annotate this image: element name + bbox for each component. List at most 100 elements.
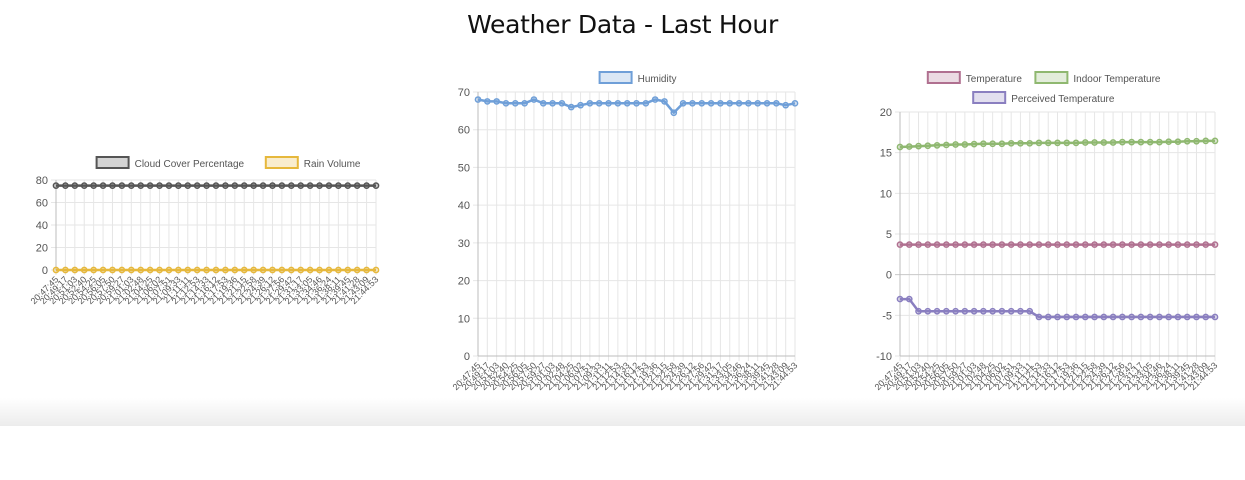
legend-label: Rain Volume	[304, 159, 361, 170]
data-point	[1091, 313, 1098, 321]
data-point	[231, 182, 239, 189]
y-tick-label: 30	[458, 238, 470, 250]
data-point	[62, 182, 69, 189]
data-point	[961, 307, 969, 315]
data-point	[1193, 137, 1200, 145]
data-point	[896, 241, 904, 248]
data-point	[905, 143, 913, 150]
data-point	[1137, 313, 1145, 321]
data-point	[99, 182, 107, 189]
data-point	[1165, 241, 1173, 248]
data-point	[297, 266, 305, 274]
data-point	[165, 266, 173, 274]
data-point	[184, 182, 192, 189]
data-point	[1146, 241, 1154, 248]
data-point	[306, 182, 314, 189]
data-point	[745, 99, 752, 107]
y-tick-label: 20	[36, 243, 48, 255]
data-point	[297, 182, 305, 189]
data-point	[1119, 313, 1126, 321]
data-point	[493, 98, 500, 105]
data-point	[1063, 313, 1071, 321]
y-tick-label: 20	[880, 107, 892, 119]
data-point	[52, 182, 60, 189]
data-point	[1072, 241, 1080, 248]
data-point	[915, 241, 922, 248]
y-tick-label: 60	[458, 125, 470, 137]
data-point	[1156, 138, 1163, 146]
data-point	[137, 266, 145, 274]
data-point	[1128, 313, 1135, 321]
data-point	[1156, 313, 1163, 321]
data-point	[1211, 313, 1219, 321]
data-point	[905, 295, 913, 303]
data-point	[483, 98, 491, 105]
data-point	[137, 182, 145, 189]
data-point	[1100, 139, 1108, 146]
data-point	[184, 266, 192, 274]
data-point	[118, 266, 126, 274]
data-point	[989, 241, 996, 248]
legend-label: Indoor Temperature	[1073, 74, 1161, 85]
y-tick-label: 10	[458, 313, 470, 325]
data-point	[980, 307, 987, 315]
data-point	[942, 141, 950, 149]
data-point	[933, 307, 941, 315]
data-point	[717, 99, 724, 107]
data-point	[735, 99, 743, 107]
data-point	[952, 241, 959, 248]
data-point	[259, 266, 267, 274]
data-point	[250, 182, 257, 189]
data-point	[1035, 313, 1043, 321]
data-point	[306, 266, 314, 274]
data-point	[924, 241, 932, 248]
data-point	[915, 142, 922, 150]
data-point	[1146, 313, 1154, 321]
data-point	[109, 266, 116, 274]
data-point	[335, 182, 342, 189]
data-point	[146, 182, 154, 189]
data-point	[1081, 313, 1089, 321]
data-point	[90, 182, 97, 189]
y-tick-label: 40	[36, 220, 48, 232]
data-point	[212, 182, 220, 189]
data-point	[1035, 139, 1043, 147]
data-point	[726, 99, 734, 107]
data-point	[287, 266, 295, 274]
data-point	[679, 99, 687, 107]
data-point	[1044, 241, 1052, 248]
data-point	[980, 140, 987, 148]
legend-label: Temperature	[966, 74, 1023, 85]
data-point	[175, 266, 182, 274]
data-point	[989, 307, 996, 315]
y-tick-label: -10	[876, 351, 892, 363]
data-point	[127, 266, 135, 274]
data-point	[1044, 313, 1052, 321]
data-point	[212, 266, 220, 274]
data-point	[915, 307, 922, 315]
data-point	[614, 99, 622, 107]
data-point	[1137, 241, 1145, 248]
data-point	[1128, 138, 1135, 146]
y-tick-label: 20	[458, 276, 470, 288]
data-point	[670, 109, 678, 117]
legend-swatch	[972, 91, 1007, 104]
data-point	[961, 141, 969, 148]
y-tick-label: 40	[458, 200, 470, 212]
data-point	[905, 241, 913, 248]
data-point	[372, 266, 380, 274]
data-point	[1156, 241, 1163, 248]
data-point	[1054, 139, 1061, 147]
data-point	[71, 266, 79, 274]
data-point	[1017, 139, 1024, 147]
data-point	[127, 182, 135, 189]
data-point	[1017, 307, 1024, 315]
data-point	[52, 266, 60, 274]
data-point	[1165, 138, 1173, 146]
data-point	[698, 99, 706, 107]
data-point	[1109, 313, 1117, 321]
temperature-chart: Temperature Indoor Temperature Perceived T…	[873, 71, 1219, 392]
data-point	[595, 99, 603, 107]
legend-swatch	[95, 156, 130, 169]
data-point	[250, 266, 257, 274]
